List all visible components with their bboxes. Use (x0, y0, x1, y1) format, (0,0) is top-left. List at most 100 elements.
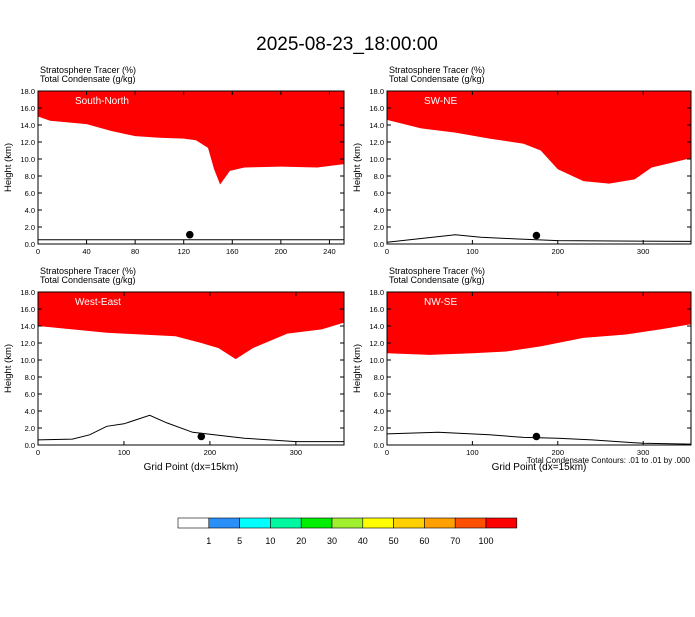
plot-frame (37, 90, 345, 245)
panel-label: South-North (75, 96, 129, 107)
x-tick-label: 300 (290, 448, 303, 457)
x-tick-label: 300 (637, 247, 650, 256)
legend-label: 60 (419, 536, 429, 546)
x-tick-label: 0 (36, 247, 40, 256)
x-tick-label: 100 (466, 247, 479, 256)
tracer-field (387, 292, 691, 445)
plot-frame (386, 90, 692, 245)
legend-swatch (331, 517, 364, 529)
legend-swatch (208, 517, 240, 529)
terrain-line (387, 431, 691, 445)
y-tick-label: 2.0 (25, 223, 35, 232)
y-axis-label: Height (km) (352, 344, 363, 393)
x-tick-label: 80 (131, 247, 139, 256)
panel-2: Stratosphere Tracer (%)Total Condensate … (352, 65, 692, 256)
legend-swatch (454, 517, 487, 529)
panel-1: Stratosphere Tracer (%)Total Condensate … (3, 65, 345, 256)
legend-label: 70 (450, 536, 460, 546)
panel-subtitle-line1: Stratosphere Tracer (%) (40, 266, 136, 276)
x-tick-label: 120 (177, 247, 190, 256)
y-tick-label: 8.0 (374, 172, 384, 181)
y-tick-label: 4.0 (374, 206, 384, 215)
x-tick-label: 0 (385, 247, 389, 256)
contour-footnote: Total Condensate Contours: .01 to .01 by… (527, 456, 691, 465)
panel-label: NW-SE (424, 297, 457, 308)
y-tick-label: 14.0 (369, 322, 384, 331)
legend-label: 20 (296, 536, 306, 546)
panel-label: West-East (75, 297, 121, 308)
y-tick-label: 0.0 (25, 240, 35, 249)
panel-subtitle-line1: Stratosphere Tracer (%) (389, 266, 485, 276)
legend-label: 50 (389, 536, 399, 546)
y-tick-label: 2.0 (374, 424, 384, 433)
x-tick-label: 200 (552, 247, 565, 256)
x-tick-label: 0 (385, 448, 389, 457)
tracer-field (38, 292, 344, 443)
panel-subtitle-line1: Stratosphere Tracer (%) (40, 65, 136, 75)
y-tick-label: 12.0 (369, 339, 384, 348)
y-tick-label: 18.0 (20, 288, 35, 297)
terrain-line (38, 414, 344, 443)
x-tick-label: 300 (637, 448, 650, 457)
legend-label: 5 (237, 536, 242, 546)
y-tick-label: 2.0 (25, 424, 35, 433)
y-tick-label: 6.0 (25, 189, 35, 198)
legend-label: 40 (358, 536, 368, 546)
tracer-field (387, 91, 691, 243)
x-tick-label: 240 (323, 247, 336, 256)
tracer-band-6 (387, 292, 691, 355)
y-tick-label: 18.0 (369, 87, 384, 96)
y-tick-label: 14.0 (369, 121, 384, 130)
tracer-band-6 (387, 91, 691, 184)
y-tick-label: 6.0 (374, 390, 384, 399)
x-tick-label: 160 (226, 247, 239, 256)
terrain-line (387, 234, 691, 243)
x-tick-label: 100 (466, 448, 479, 457)
y-tick-label: 6.0 (374, 189, 384, 198)
panel-subtitle-line2: Total Condensate (g/kg) (40, 74, 136, 84)
location-marker (197, 432, 206, 441)
legend-swatch (270, 517, 302, 529)
y-tick-label: 8.0 (374, 373, 384, 382)
y-tick-label: 10.0 (369, 155, 384, 164)
y-axis-label: Height (km) (352, 143, 363, 192)
tracer-band-6 (38, 292, 344, 360)
legend-label: 30 (327, 536, 337, 546)
y-tick-label: 14.0 (20, 121, 35, 130)
plot-frame (386, 291, 692, 446)
location-marker (532, 231, 541, 240)
y-tick-label: 16.0 (369, 305, 384, 314)
x-tick-label: 200 (275, 247, 288, 256)
tracer-field (38, 91, 344, 241)
panel-subtitle-line2: Total Condensate (g/kg) (389, 275, 485, 285)
y-tick-label: 4.0 (374, 407, 384, 416)
legend-swatch (393, 517, 425, 529)
tracer-band-6 (38, 91, 344, 185)
y-tick-label: 18.0 (20, 87, 35, 96)
y-tick-label: 8.0 (25, 373, 35, 382)
y-tick-label: 12.0 (369, 138, 384, 147)
panels: Stratosphere Tracer (%)Total Condensate … (3, 65, 692, 473)
legend-swatch (177, 517, 210, 529)
panel-label: SW-NE (424, 96, 457, 107)
legend-label: 1 (206, 536, 211, 546)
y-tick-label: 4.0 (25, 407, 35, 416)
y-axis-label: Height (km) (3, 344, 14, 393)
plot-frame (37, 291, 345, 446)
y-tick-label: 2.0 (374, 223, 384, 232)
y-tick-label: 18.0 (369, 288, 384, 297)
x-tick-label: 200 (204, 448, 217, 457)
panel-subtitle-line2: Total Condensate (g/kg) (389, 74, 485, 84)
y-tick-label: 6.0 (25, 390, 35, 399)
y-tick-label: 12.0 (20, 339, 35, 348)
legend-swatch (485, 517, 518, 529)
x-tick-label: 40 (82, 247, 90, 256)
location-marker (185, 230, 194, 239)
legend-label: 100 (478, 536, 493, 546)
y-tick-label: 12.0 (20, 138, 35, 147)
colorbar-legend: 1 5 10 20 30 40 50 60 70 100 (177, 517, 518, 546)
x-axis-label: Grid Point (dx=15km) (144, 462, 239, 473)
legend-swatch (239, 517, 271, 529)
